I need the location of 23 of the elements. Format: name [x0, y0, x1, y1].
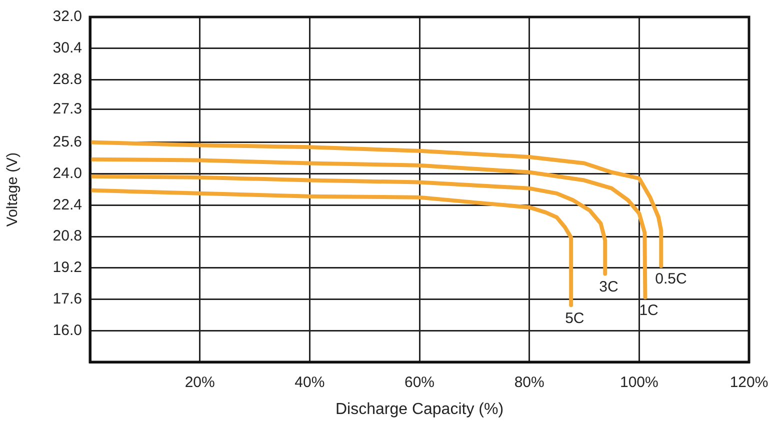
x-tick-label: 80% [514, 374, 544, 392]
x-axis-title: Discharge Capacity (%) [335, 400, 504, 418]
x-tick-label: 120% [730, 374, 768, 392]
x-tick-label: 100% [620, 374, 658, 392]
x-tick-label: 20% [184, 374, 215, 392]
y-tick-label: 19.2 [52, 259, 82, 276]
y-tick-label: 27.3 [52, 100, 82, 118]
y-tick-label: 30.4 [52, 40, 82, 57]
x-tick-label: 60% [404, 374, 435, 392]
series-label: 3C [599, 278, 618, 296]
y-tick-label: 25.6 [52, 134, 82, 151]
y-tick-label: 16.0 [52, 322, 82, 339]
y-tick-label: 24.0 [52, 164, 82, 182]
series-label: 1C [639, 302, 659, 319]
y-tick-label: 28.8 [52, 70, 82, 88]
series-label: 0.5C [655, 270, 687, 288]
y-tick-label: 17.6 [52, 290, 82, 308]
series-label: 5C [565, 310, 584, 327]
y-tick-label: 22.4 [52, 196, 82, 214]
y-axis-title: Voltage (V) [4, 152, 22, 227]
y-tick-label: 32.0 [52, 8, 82, 26]
x-tick-label: 40% [294, 374, 325, 392]
y-tick-label: 20.8 [52, 228, 82, 245]
